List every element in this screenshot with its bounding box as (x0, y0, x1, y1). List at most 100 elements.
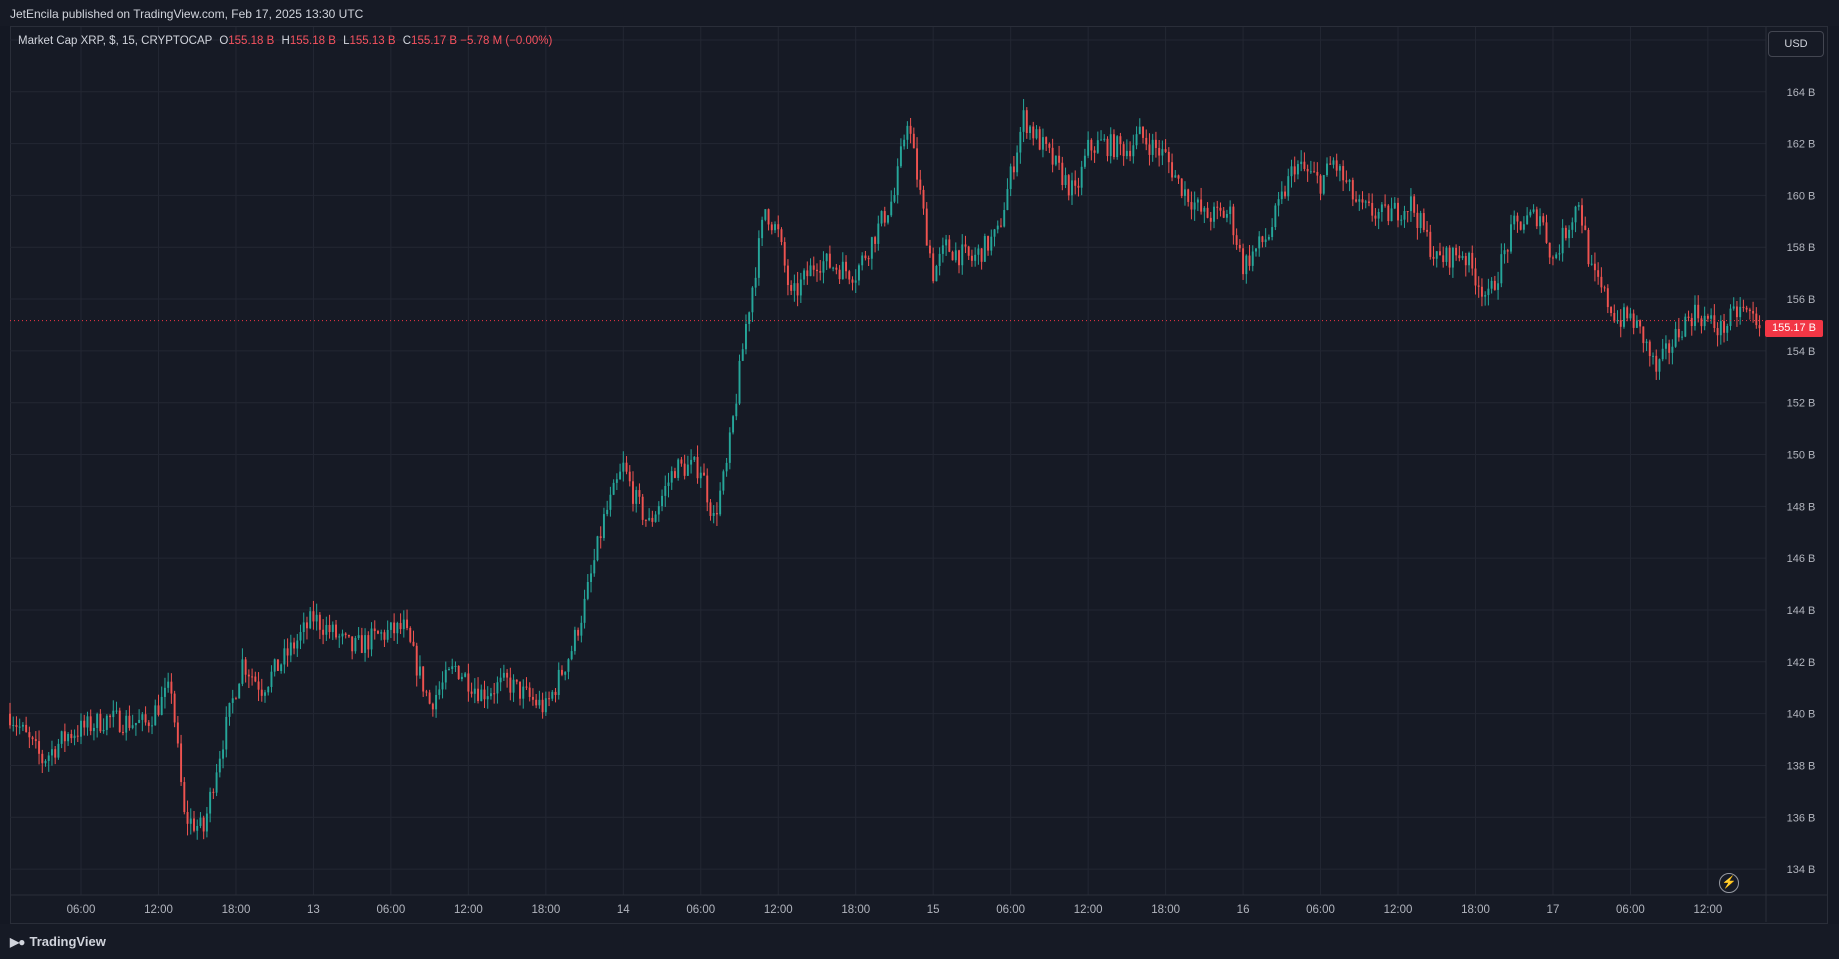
candle-body (1058, 155, 1061, 163)
candle-body (1577, 205, 1580, 207)
lightning-bolt-icon[interactable]: ⚡ (1719, 873, 1739, 893)
low-label: L (343, 35, 350, 47)
candle-body (593, 560, 596, 574)
high-label: H (281, 35, 290, 47)
candle-body (990, 236, 993, 251)
candle-body (380, 632, 383, 634)
candle-body (1755, 313, 1758, 326)
candle-body (777, 224, 780, 230)
candle-body (1384, 204, 1387, 206)
published-info: JetEncila published on TradingView.com, … (10, 7, 364, 21)
candle-body (270, 671, 273, 687)
symbol-legend: Market Cap XRP, $, 15, CRYPTOCAP O155.18… (18, 35, 552, 47)
candle-body (1519, 221, 1522, 230)
candle-body (1432, 256, 1435, 259)
candle-body (1338, 166, 1341, 171)
candle-body (832, 267, 835, 269)
candle-body (1280, 191, 1283, 200)
candle-body (1532, 209, 1535, 212)
candle-body (422, 666, 425, 692)
candle-body (215, 772, 218, 793)
candle-body (489, 693, 492, 697)
candle-body (793, 283, 796, 291)
candle-body (1726, 325, 1729, 333)
candle-body (360, 635, 363, 653)
candle-body (428, 692, 431, 704)
candle-body (267, 686, 270, 693)
candle-body (725, 462, 728, 472)
candle-body (448, 668, 450, 670)
candle-body (1000, 225, 1002, 227)
candle-body (864, 255, 867, 259)
candle-body (958, 250, 960, 266)
candle-body (351, 636, 354, 652)
candle-body (922, 189, 925, 209)
candle-body (1451, 247, 1454, 268)
candle-body (1471, 252, 1474, 269)
candle-body (1242, 248, 1245, 275)
candle-body (273, 659, 276, 672)
candle-body (1045, 137, 1048, 144)
candle-body (1445, 247, 1448, 262)
candle-body (896, 166, 899, 196)
candle-body (1129, 150, 1132, 157)
candle-body (41, 753, 44, 764)
candle-body (1074, 180, 1077, 186)
candle-body (296, 640, 299, 649)
currency-button[interactable]: USD (1768, 31, 1824, 57)
candle-body (548, 698, 551, 700)
candle-body (1713, 315, 1716, 329)
candle-body (1112, 134, 1115, 158)
candle-body (21, 724, 24, 727)
candle-body (906, 125, 909, 140)
candle-body (786, 265, 789, 286)
candle-body (1216, 206, 1219, 208)
candle-body (1671, 346, 1674, 353)
candle-body (774, 224, 776, 231)
candle-body (851, 279, 854, 283)
candle-body (163, 687, 166, 697)
open-value: 155.18 B (228, 35, 275, 47)
candle-body (1613, 312, 1616, 322)
candle-body (1258, 236, 1261, 249)
candle-body (1377, 212, 1380, 219)
candle-body (1593, 263, 1596, 271)
tradingview-logo-icon: ▶● (10, 935, 26, 949)
candle-body (1587, 229, 1590, 265)
candle-body (1035, 129, 1038, 139)
candle-body (1303, 161, 1306, 169)
candle-body (173, 693, 176, 723)
candle-body (418, 666, 421, 676)
y-tick-label: 154 B (1787, 346, 1816, 358)
candle-body (1435, 251, 1438, 259)
y-tick-label: 148 B (1787, 501, 1816, 513)
candle-body (912, 133, 915, 149)
candle-body (916, 148, 919, 180)
candle-body (761, 219, 764, 239)
candle-body (25, 724, 28, 733)
symbol-name[interactable]: Market Cap XRP, $, 15, CRYPTOCAP (18, 35, 213, 47)
candle-body (1555, 254, 1558, 259)
candle-body (1148, 144, 1151, 155)
last-price-tag: 155.17 B (1765, 320, 1823, 337)
candle-body (1581, 205, 1583, 226)
candle-body (199, 817, 202, 826)
candle-body (874, 237, 877, 244)
candle-body (1629, 313, 1632, 319)
tradingview-logo[interactable]: ▶● TradingView (10, 934, 106, 949)
candle-body (767, 209, 770, 225)
candle-body (1100, 139, 1103, 141)
candle-body (661, 495, 664, 507)
candle-body (657, 506, 660, 515)
candle-body (28, 732, 31, 738)
candle-body (1009, 166, 1012, 190)
candle-body (544, 698, 547, 713)
candle-body (1371, 202, 1374, 216)
candle-body (1006, 189, 1009, 211)
candle-body (867, 258, 870, 260)
candle-body (1590, 263, 1593, 265)
x-tick-label: 06:00 (377, 904, 406, 916)
candle-body (599, 536, 602, 539)
candle-body (519, 681, 521, 699)
